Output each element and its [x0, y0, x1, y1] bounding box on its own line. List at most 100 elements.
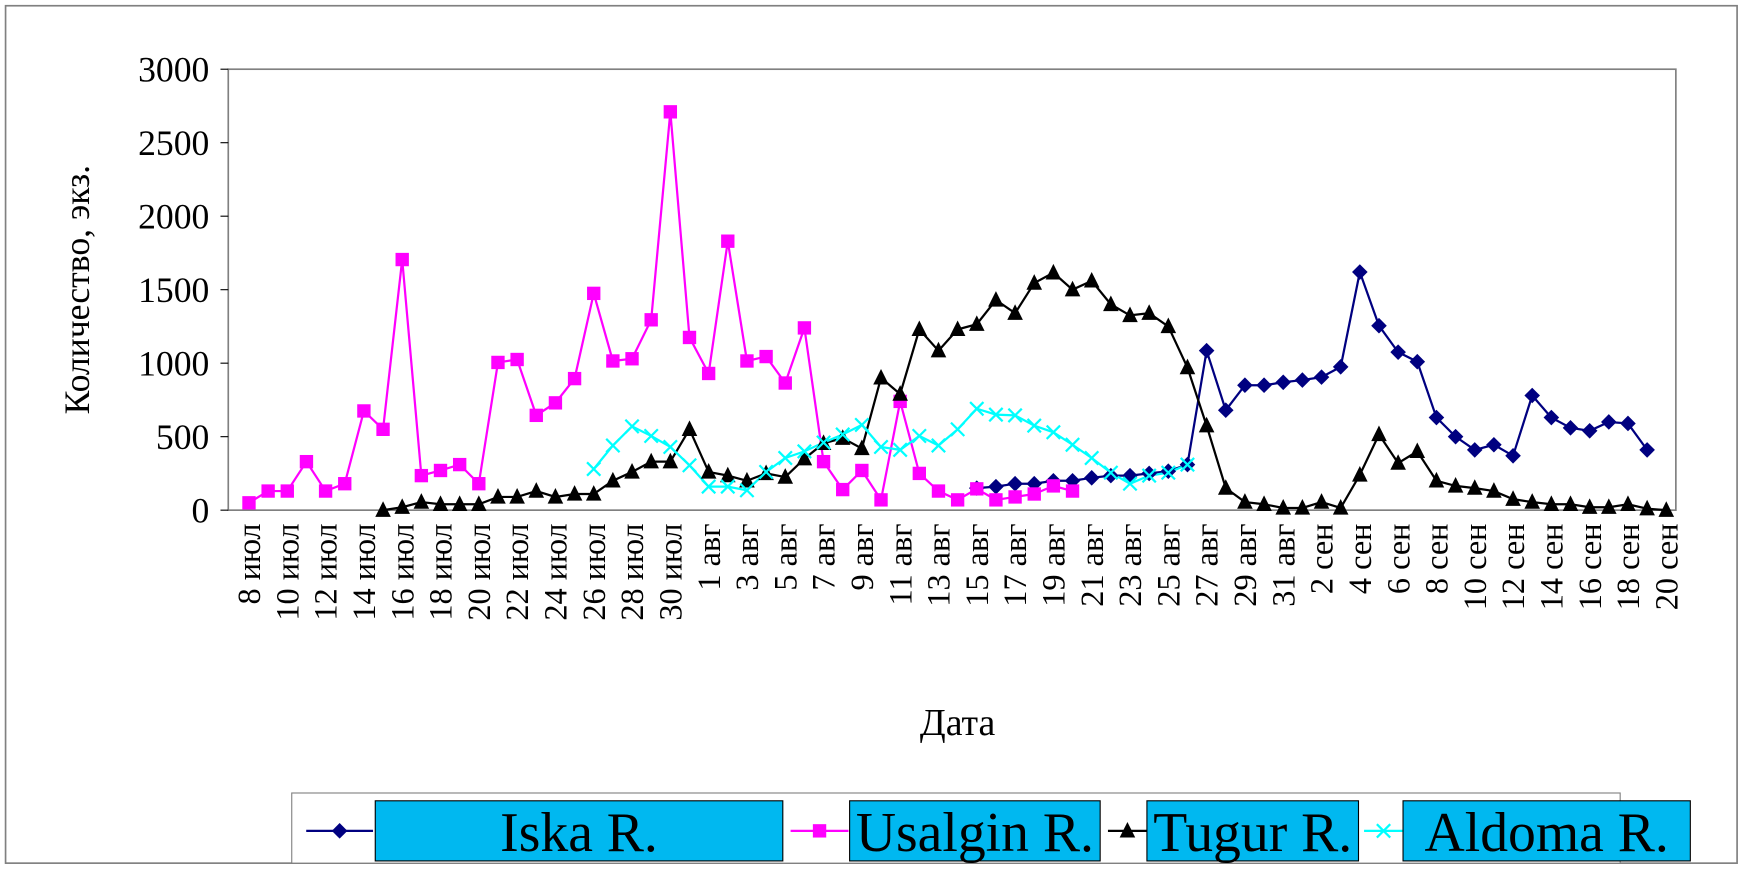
marker-diamond — [1524, 387, 1540, 404]
marker-square — [548, 396, 563, 410]
marker-triangle — [1505, 490, 1521, 506]
marker-triangle — [1141, 304, 1157, 320]
legend-label-box — [1402, 800, 1691, 862]
marker-triangle — [1256, 495, 1272, 511]
marker-square — [912, 466, 927, 481]
x-tick-label: 14 сен — [1533, 524, 1569, 611]
legend-label: Tugur R. — [1153, 802, 1352, 864]
marker-square — [510, 352, 524, 367]
marker-triangle — [1352, 465, 1368, 482]
x-tick-label: 10 июл — [269, 524, 305, 621]
marker-x — [969, 401, 985, 417]
marker-triangle — [1620, 495, 1636, 511]
x-tick-label: 12 сен — [1495, 524, 1531, 611]
marker-triangle — [1275, 499, 1292, 515]
x-tick-label: 16 сен — [1572, 524, 1608, 611]
marker-triangle — [873, 368, 889, 385]
marker-square — [740, 354, 754, 368]
marker-triangle — [605, 471, 621, 488]
marker-triangle — [1119, 821, 1136, 838]
marker-triangle — [1103, 295, 1119, 312]
marker-square — [970, 482, 984, 496]
legend-label: Usalgin R. — [856, 802, 1094, 864]
marker-square — [357, 404, 371, 418]
marker-triangle — [1428, 471, 1445, 488]
marker-triangle — [490, 488, 506, 504]
marker-triangle — [1217, 479, 1234, 495]
marker-triangle — [1639, 499, 1655, 516]
marker-x — [1122, 476, 1138, 492]
y-tick-label: 2000 — [138, 196, 209, 236]
x-tick-label: 5 авг — [767, 524, 803, 591]
marker-square — [812, 824, 827, 838]
marker-triangle — [1294, 499, 1311, 515]
x-tick-label: 14 июл — [346, 524, 382, 621]
marker-x — [931, 438, 946, 453]
marker-square — [950, 493, 965, 507]
marker-square — [682, 330, 697, 345]
marker-triangle — [1122, 306, 1138, 323]
marker-square — [989, 493, 1003, 507]
x-tick-label: 7 авг — [806, 524, 842, 591]
marker-x — [950, 421, 966, 437]
marker-diamond — [1237, 377, 1253, 394]
marker-x — [796, 443, 812, 459]
x-tick-label: 23 авг — [1112, 524, 1148, 607]
x-tick-label: 26 июл — [576, 524, 612, 621]
marker-x — [1065, 437, 1081, 453]
marker-diamond — [988, 478, 1004, 495]
marker-square — [529, 408, 543, 423]
marker-triangle — [643, 452, 659, 469]
marker-square — [855, 463, 869, 478]
x-tick-label: 17 авг — [997, 524, 1033, 607]
marker-triangle — [624, 463, 640, 479]
marker-triangle — [1390, 454, 1406, 470]
marker-triangle — [988, 291, 1004, 307]
marker-triangle — [1332, 499, 1349, 515]
legend-label-box — [1146, 800, 1360, 862]
x-tick-label: 20 июл — [461, 524, 497, 621]
marker-x — [624, 418, 640, 434]
marker-square — [414, 468, 429, 483]
x-tick-label: 30 июл — [652, 524, 688, 621]
marker-square — [242, 496, 256, 510]
marker-diamond — [1217, 402, 1234, 419]
x-tick-label: 25 авг — [1150, 524, 1186, 607]
marker-diamond — [1562, 420, 1579, 436]
x-tick-label: 10 сен — [1457, 524, 1493, 611]
marker-x — [758, 464, 774, 480]
marker-triangle — [1601, 498, 1617, 514]
marker-triangle — [585, 485, 602, 501]
marker-triangle — [796, 449, 813, 466]
marker-triangle — [1064, 280, 1081, 297]
marker-triangle — [930, 341, 947, 358]
legend-label-box — [374, 800, 784, 862]
y-tick-label: 2500 — [138, 123, 209, 163]
marker-square — [299, 454, 314, 469]
marker-triangle — [739, 471, 755, 488]
marker-diamond — [1103, 467, 1119, 484]
marker-x — [682, 457, 697, 473]
y-tick-label: 3000 — [138, 49, 209, 89]
marker-triangle — [432, 495, 449, 511]
marker-triangle — [566, 485, 583, 501]
marker-triangle — [681, 420, 698, 437]
marker-x — [911, 428, 927, 444]
marker-square — [261, 484, 275, 498]
x-tick-label: 11 авг — [882, 524, 918, 606]
marker-diamond — [1198, 342, 1215, 359]
marker-triangle — [375, 501, 391, 517]
x-tick-label: 4 сен — [1342, 524, 1378, 595]
marker-x — [662, 439, 678, 455]
marker-x — [873, 439, 889, 455]
marker-square — [721, 234, 735, 248]
marker-triangle — [700, 463, 717, 479]
x-tick-label: 21 авг — [1074, 524, 1110, 607]
marker-x — [1141, 468, 1157, 484]
marker-triangle — [1562, 495, 1579, 511]
marker-x — [1103, 465, 1119, 481]
marker-triangle — [1045, 263, 1062, 280]
marker-square — [644, 313, 658, 327]
x-tick-label: 31 авг — [1265, 524, 1301, 607]
x-tick-label: 2 сен — [1304, 524, 1340, 595]
